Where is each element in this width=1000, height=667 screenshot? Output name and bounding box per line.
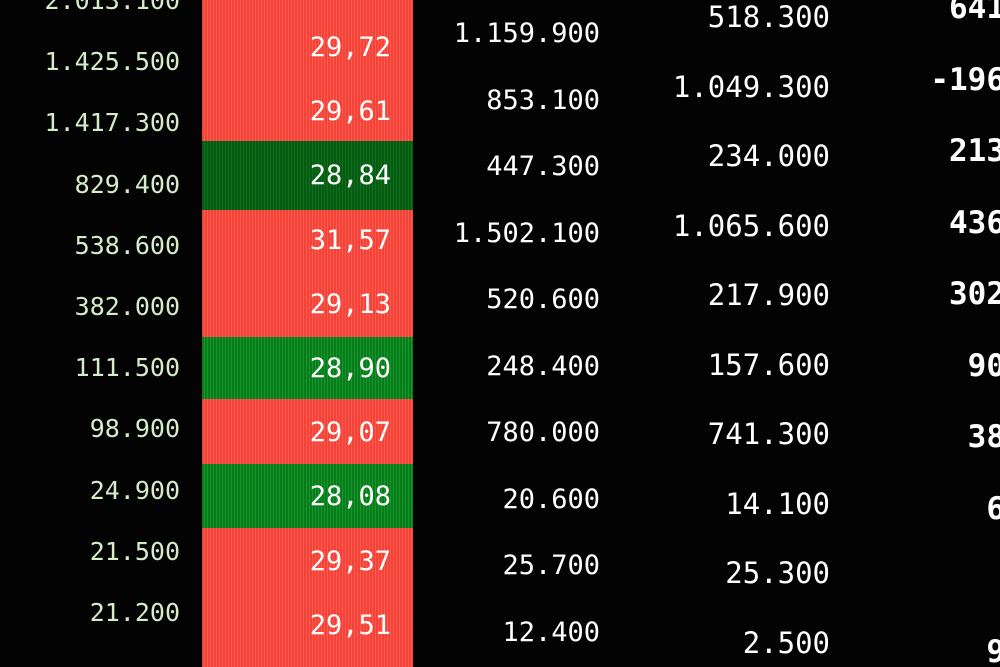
quote-cell: 9 xyxy=(986,633,1000,667)
quote-cell: 90 xyxy=(967,347,1000,384)
quote-cell: -196 xyxy=(930,61,1000,98)
quote-cell: 302 xyxy=(949,276,1000,312)
quote-cell: 29,51 xyxy=(309,609,391,641)
column-ask-volume: 518.300 1.049.300 234.000 1.065.600 217.900 1… xyxy=(640,0,830,667)
quote-cell: 31,57 xyxy=(309,224,391,256)
price-cell-down-bg xyxy=(202,337,413,399)
quote-cell: 28,90 xyxy=(309,353,391,384)
quote-cell: 518.300 xyxy=(707,0,830,34)
quote-cell: 1.065.600 xyxy=(672,208,830,243)
price-cell-up-bg xyxy=(202,399,413,464)
quote-cell: 1.159.900 xyxy=(453,18,600,49)
price-cell-up-bg xyxy=(202,592,413,667)
price-cell-up-bg xyxy=(202,16,413,80)
quote-cell: 20.600 xyxy=(502,483,600,515)
quote-cell: 24.900 xyxy=(89,475,180,505)
quote-cell: 520.600 xyxy=(486,284,600,315)
quote-cell: 6 xyxy=(986,490,1000,527)
quote-cell: 382.000 xyxy=(74,292,180,321)
price-cell-up-bg xyxy=(202,210,413,273)
quote-cell: 2.013.100 xyxy=(44,0,180,15)
quote-cell: 1.417.300 xyxy=(44,108,180,138)
quote-cell: 111.500 xyxy=(74,353,180,383)
column-price: 29,72 29,61 28,84 31,57 29,13 28,90 29,07 28,08… xyxy=(202,0,413,667)
quote-cell: 28,84 xyxy=(309,160,391,192)
column-change: 641 -196 213 436 302 90 38 6 9 xyxy=(880,0,1000,667)
quote-cell: 248.400 xyxy=(486,350,600,382)
quote-cell: 853.100 xyxy=(486,84,600,116)
quote-cell: 436 xyxy=(949,204,1000,241)
quote-cell: 780.000 xyxy=(486,417,600,448)
quote-cell: 447.300 xyxy=(486,151,600,182)
quote-cell: 213 xyxy=(949,133,1000,169)
quote-cell: 538.600 xyxy=(74,230,180,260)
quote-cell: 829.400 xyxy=(74,169,180,199)
quote-cell: 25.300 xyxy=(725,556,830,590)
quote-cell: 157.600 xyxy=(707,347,830,382)
quote-cell: 28,08 xyxy=(309,481,391,513)
quote-cell: 234.000 xyxy=(707,139,830,173)
quote-cell: 21.500 xyxy=(89,536,180,566)
price-cell-up-bg xyxy=(202,0,413,16)
column-bid-volume: 1.159.900 853.100 447.300 1.502.100 520.600 2… xyxy=(420,0,600,667)
price-cell-down-bg xyxy=(202,141,413,210)
quote-cell: 1.502.100 xyxy=(453,217,600,249)
quote-cell: 641 xyxy=(949,0,1000,26)
price-cell-up-bg xyxy=(202,80,413,141)
quote-cell: 14.100 xyxy=(725,486,830,521)
quote-cell: 29,61 xyxy=(309,96,391,128)
quote-cell: 1.425.500 xyxy=(44,47,180,77)
quote-cell: 98.900 xyxy=(89,414,180,444)
quote-cell: 217.900 xyxy=(707,278,830,312)
quote-cell: 29,13 xyxy=(309,288,391,320)
column-volume: 2.013.100 1.425.500 1.417.300 829.400 538.60… xyxy=(0,0,180,667)
quote-cell: 2.500 xyxy=(742,625,830,660)
quote-cell: 29,37 xyxy=(309,545,391,577)
quote-cell: 741.300 xyxy=(707,417,830,451)
quote-cell: 29,72 xyxy=(309,32,391,63)
quote-cell: 1.049.300 xyxy=(672,69,830,104)
quote-cell: 29,07 xyxy=(309,417,391,449)
quote-cell: 12.400 xyxy=(502,616,600,648)
price-cell-up-bg xyxy=(202,528,413,592)
price-cell-down-bg xyxy=(202,464,413,528)
price-cell-up-bg xyxy=(202,273,413,337)
quote-cell: 38 xyxy=(967,419,1000,455)
quote-cell: 25.700 xyxy=(502,550,600,581)
quote-cell: 21.200 xyxy=(89,598,180,627)
